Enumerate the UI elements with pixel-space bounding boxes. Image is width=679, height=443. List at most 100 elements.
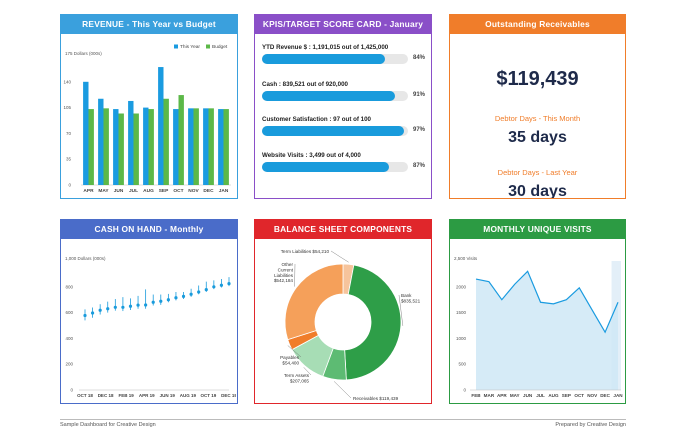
donut-label: Receivables $119,439 xyxy=(353,396,399,401)
cash-point xyxy=(151,300,155,304)
legend-swatch-this-year xyxy=(174,44,178,49)
kpi-progress-fill xyxy=(262,91,395,101)
y-tick-label: 1500 xyxy=(456,310,467,315)
x-tick-label: NOV xyxy=(587,393,598,398)
x-tick-label: JUL xyxy=(536,393,545,398)
balance-panel-title: BALANCE SHEET COMPONENTS xyxy=(255,220,431,239)
debtor-days-this-month-label: Debtor Days - This Month xyxy=(494,114,581,123)
cash-point xyxy=(159,299,163,303)
revenue-panel-title: REVENUE - This Year vs Budget xyxy=(61,15,237,34)
kpi-progress-track: 91% xyxy=(262,91,425,101)
visits-line xyxy=(475,270,619,334)
debtor-days-last-year-label: Debtor Days - Last Year xyxy=(497,168,578,177)
kpi-label: Cash : 839,521 out of 920,000 xyxy=(262,81,348,88)
debtor-days-last-year-value: 30 days xyxy=(508,183,567,199)
cash-point xyxy=(136,303,140,307)
x-tick-label: MAY xyxy=(510,393,520,398)
kpi-label: Website Visits : 3,499 out of 4,000 xyxy=(262,152,361,159)
kpi-item: Website Visits : 3,499 out of 4,000 87% xyxy=(262,152,425,172)
y-tick-label: 800 xyxy=(65,284,73,289)
y-tick-label: 0 xyxy=(68,183,71,188)
kpi-panel-title: KPIS/TARGET SCORE CARD - January xyxy=(255,15,431,34)
cash-point xyxy=(227,281,231,286)
x-tick-label: DEC 19 xyxy=(221,393,236,398)
x-tick-label: OCT 19 xyxy=(201,393,217,398)
donut-leader-line xyxy=(333,381,352,399)
x-tick-label: FEB xyxy=(471,393,481,398)
x-tick-label: JUN xyxy=(114,188,124,194)
x-tick-label: JAN xyxy=(219,188,229,194)
balance-chart: Term Liabilities $54,210 Bank $835,521 Rece… xyxy=(274,249,421,401)
debtor-days-this-month-value: 35 days xyxy=(508,129,567,146)
bar-this-year xyxy=(143,107,149,185)
x-tick-label: MAR xyxy=(484,393,495,398)
cash-point xyxy=(174,296,178,300)
bar-budget xyxy=(103,108,109,185)
kpi-progress-fill xyxy=(262,162,390,172)
kpi-percent: 84% xyxy=(413,55,426,61)
x-tick-label: OCT xyxy=(574,393,584,398)
cash-point xyxy=(144,303,148,307)
balance-panel: BALANCE SHEET COMPONENTS Term Liabilitie… xyxy=(254,219,432,404)
cash-point xyxy=(166,298,170,302)
cash-chart: 1,000 Dollars (000s) 0 200 400 600 800 OCT 18 D… xyxy=(65,256,237,398)
revenue-chart: 175 Dollars (000s) 0 35 70 105 140 This Year Bu… xyxy=(63,44,231,194)
visits-chart: 2,500 Visits 0 500 1000 1500 2000 FEB MAR APR MAY… xyxy=(454,256,623,398)
y-tick-label: 105 xyxy=(63,105,71,110)
bar-budget xyxy=(223,109,229,185)
cash-panel-title: CASH ON HAND - Monthly xyxy=(61,220,237,239)
y-axis-label: 1,000 Dollars (000s) xyxy=(65,256,106,261)
receivables-panel: Outstanding Receivables $119,439 Debtor … xyxy=(449,14,626,199)
cash-point xyxy=(113,305,117,309)
bar-this-year xyxy=(113,109,119,185)
bar-this-year xyxy=(173,109,179,185)
y-tick-label: 0 xyxy=(463,388,466,393)
visits-panel-title: MONTHLY UNIQUE VISITS xyxy=(450,220,625,239)
x-tick-label: NOV xyxy=(188,188,199,194)
x-tick-label: AUG xyxy=(548,393,559,398)
x-tick-label: DEC xyxy=(600,393,610,398)
bar-this-year xyxy=(98,98,104,185)
bar-budget xyxy=(178,95,184,185)
bar-budget xyxy=(193,108,199,185)
kpi-item: Customer Satisfaction : 97 out of 100 97% xyxy=(262,116,426,136)
cash-panel: CASH ON HAND - Monthly 1,000 Dollars (00… xyxy=(60,219,238,404)
bar-this-year xyxy=(218,109,224,185)
kpi-progress-track: 84% xyxy=(262,54,425,64)
x-tick-label: DEC 18 xyxy=(98,393,114,398)
kpi-progress-fill xyxy=(262,54,385,64)
x-tick-label: DEC xyxy=(203,188,214,194)
y-tick-label: 140 xyxy=(63,79,71,84)
cash-point xyxy=(189,292,193,296)
cash-point xyxy=(204,288,208,292)
donut-leader-line xyxy=(330,250,349,263)
x-tick-label: OCT 18 xyxy=(77,393,93,398)
y-tick-label: 1000 xyxy=(456,336,467,341)
cash-point xyxy=(83,313,87,318)
bar-this-year xyxy=(83,81,89,185)
kpi-progress-fill xyxy=(262,126,404,136)
bar-this-year xyxy=(203,108,209,185)
y-tick-label: 200 xyxy=(65,362,73,367)
bar-budget xyxy=(208,108,214,185)
cash-point xyxy=(197,290,201,294)
y-axis-label: 175 Dollars (000s) xyxy=(65,51,102,56)
y-tick-label: 0 xyxy=(70,388,73,393)
donut-leader-line xyxy=(398,294,404,326)
kpi-panel: KPIS/TARGET SCORE CARD - January YTD Rev… xyxy=(254,14,432,199)
donut-leader-line xyxy=(287,345,302,358)
kpi-percent: 97% xyxy=(413,127,426,133)
legend-label-this-year: This Year xyxy=(180,44,200,50)
cash-point xyxy=(98,308,102,312)
kpi-label: Customer Satisfaction : 97 out of 100 xyxy=(262,116,371,123)
receivables-amount: $119,439 xyxy=(496,68,579,90)
visits-area xyxy=(476,271,618,390)
bar-this-year xyxy=(188,108,194,185)
cash-point xyxy=(219,283,224,287)
cash-point xyxy=(128,304,133,308)
y-tick-label: 70 xyxy=(66,131,72,136)
donut-slice xyxy=(284,263,344,341)
cash-point xyxy=(106,307,110,311)
bar-this-year xyxy=(158,67,164,185)
y-tick-label: 400 xyxy=(65,336,73,341)
